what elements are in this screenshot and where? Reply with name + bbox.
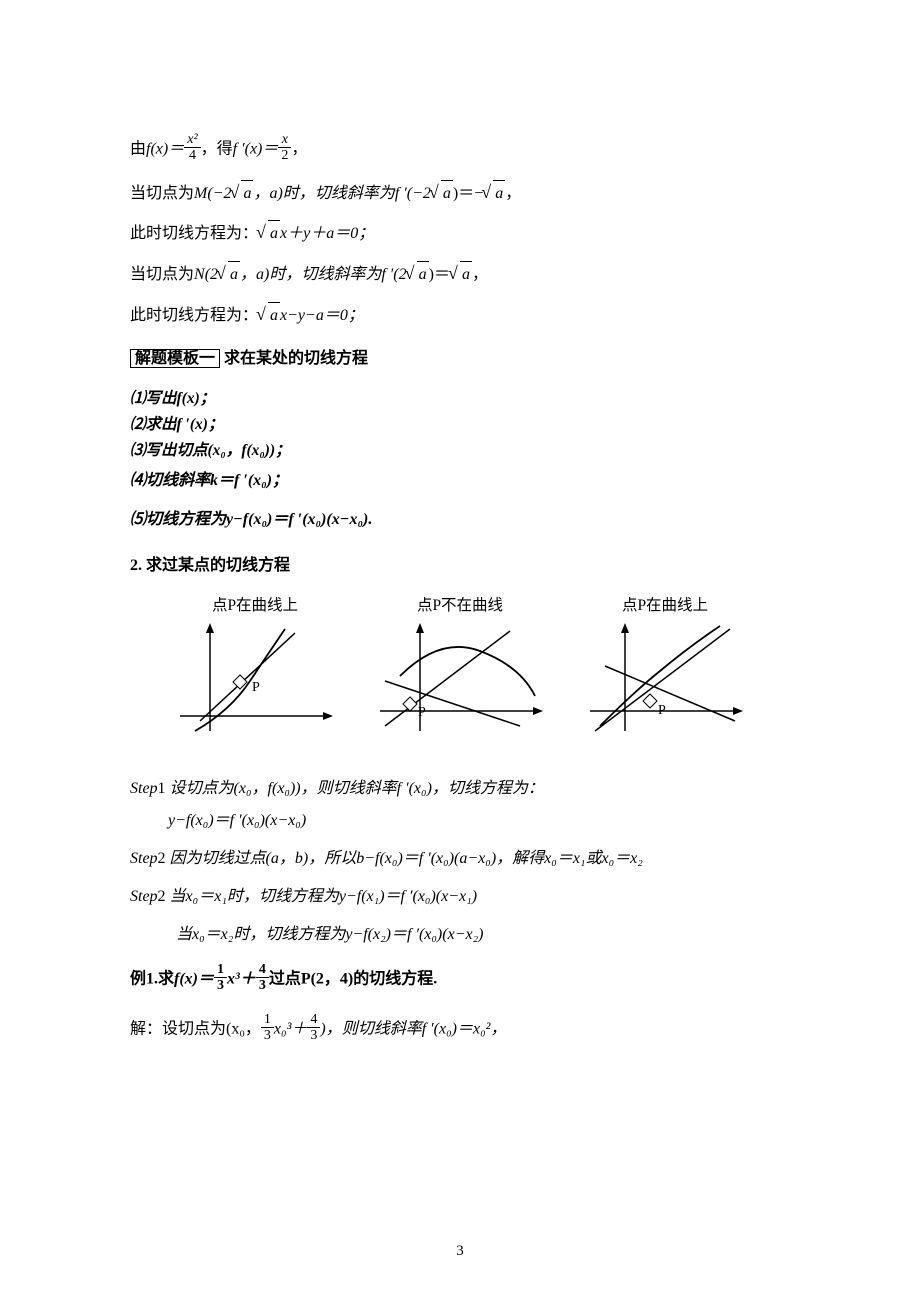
sqrt: a [407,261,429,288]
sqrt: a [258,302,280,329]
step-num: 2 [158,888,166,905]
model-step: ⑶写出切点(x₀，f(x₀))； [130,438,790,460]
math-line-2: 当切点为M(−2a，a)时，切线斜率为f ′(−2a)＝−a， [130,180,790,207]
figure-2: 点P不在曲线 P [370,593,550,746]
text: 解：设切点为(x₀， [130,1020,261,1037]
model-title: 解题模板一 求在某处的切线方程 [130,346,790,372]
sqrt: a [450,261,472,288]
text: 当切点为 [130,185,194,202]
text: ，a)时，切线斜率为 [253,185,394,202]
math: )＝ [429,266,450,283]
fraction: x2 [278,132,291,164]
math-line-1: 由f(x)＝x²4，得f ′(x)＝x2， [130,134,790,166]
fraction: 43 [307,1012,320,1044]
text: ， [472,266,488,283]
fraction: 13 [214,962,227,994]
figure-caption: 点P不在曲线 [370,593,550,615]
math-line-3: 此时切线方程为：ax＋y＋a＝0； [130,220,790,247]
math: x−y−a＝0； [280,307,364,324]
step-3: Step2 当x₀＝x₁时，切线方程为y−f(x₁)＝f ′(x₀)(x−x₁) [130,882,790,906]
model-step: ⑵求出f ′(x)； [130,412,790,434]
step-equation: y−f(x₀)＝f ′(x₀)(x−x₀) [168,806,790,830]
step-text: 设切点为(x₀，f(x₀))，则切线斜率f ′(x₀)，切线方程为： [170,780,544,797]
example-title: 例1.求f(x)＝13x³＋43过点P(2，4)的切线方程. [130,964,790,996]
svg-text:P: P [658,703,666,718]
math: x³＋ [227,971,256,988]
model-step: ⑷切线斜率k＝f ′(x₀)； [130,468,790,494]
fraction: 43 [256,962,269,994]
text: 此时切线方程为： [130,225,258,242]
sqrt: a [483,180,505,207]
math: f(x)＝ [146,141,184,158]
sqrt: a [218,261,240,288]
fraction: 13 [261,1012,274,1044]
fraction: x²4 [184,132,200,164]
model-step: ⑴写出f(x)； [130,386,790,408]
step-1: Step1 设切点为(x₀，f(x₀))，则切线斜率f ′(x₀)，切线方程为：… [130,774,790,830]
math: N(2 [194,266,218,283]
text: )，则切线斜率f ′(x₀)＝x₀²， [320,1020,506,1037]
step-text: 因为切线过点(a，b)，所以b−f(x₀)＝f ′(x₀)(a−x₀)，解得x₀… [170,850,643,867]
diagram-svg: P [370,621,550,741]
figure-1: 点P在曲线上 P [170,593,340,746]
diagram-svg: P [580,621,750,741]
svg-text:P: P [418,705,426,720]
step-label: Step [130,780,158,797]
text: 例1.求 [130,971,174,988]
text: ，a)时，切线斜率为 [240,266,381,283]
step-text: 当x₀＝x₁时，切线方程为y−f(x₁)＝f ′(x₀)(x−x₁) [170,888,477,905]
sqrt: a [258,220,280,247]
figure-row: 点P在曲线上 P 点P不在曲线 P [130,593,790,746]
text: ，得 [201,141,233,158]
math: f ′(2 [381,266,406,283]
math: M(−2 [194,185,231,202]
step-label: Step [130,850,158,867]
step-text: 当x₀＝x₂时，切线方程为y−f(x₂)＝f ′(x₀)(x−x₂) [176,926,483,943]
math: x₀³＋ [274,1020,307,1037]
figure-caption: 点P在曲线上 [170,593,340,615]
math: f ′(x)＝ [233,141,279,158]
step-num: 2 [158,850,166,867]
math: )＝− [453,185,483,202]
page-number: 3 [0,1243,920,1260]
text: 当切点为 [130,266,194,283]
math: f(x)＝ [174,971,214,988]
boxed-heading: 解题模板一 [130,349,220,368]
text: 此时切线方程为： [130,307,258,324]
figure-3: 点P在曲线上 P [580,593,750,746]
solution-line: 解：设切点为(x₀，13x₀³＋43)，则切线斜率f ′(x₀)＝x₀²， [130,1014,790,1046]
sqrt: a [431,180,453,207]
text: 由 [130,141,146,158]
step-num: 1 [158,780,166,797]
svg-text:P: P [252,680,260,695]
step-2: Step2 因为切线过点(a，b)，所以b−f(x₀)＝f ′(x₀)(a−x₀… [130,844,790,868]
document-page: 由f(x)＝x²4，得f ′(x)＝x2， 当切点为M(−2a，a)时，切线斜率… [0,0,920,1302]
section-heading: 2. 求过某点的切线方程 [130,551,790,575]
step-label: Step [130,888,158,905]
math: x＋y＋a＝0； [280,225,374,242]
text: ， [505,185,521,202]
text: ， [291,141,307,158]
model-step: ⑸切线方程为y−f(x₀)＝f ′(x₀)(x−x₀). [130,507,790,533]
figure-caption: 点P在曲线上 [580,593,750,615]
step-4: 当x₀＝x₂时，切线方程为y−f(x₂)＝f ′(x₀)(x−x₂) [176,920,790,944]
math: f ′(−2 [395,185,431,202]
math-line-5: 此时切线方程为：ax−y−a＝0； [130,302,790,329]
diagram-svg: P [170,621,340,741]
text: 过点P(2，4)的切线方程. [269,971,437,988]
sqrt: a [231,180,253,207]
math-line-4: 当切点为N(2a，a)时，切线斜率为f ′(2a)＝a， [130,261,790,288]
heading-rest: 求在某处的切线方程 [220,350,368,367]
